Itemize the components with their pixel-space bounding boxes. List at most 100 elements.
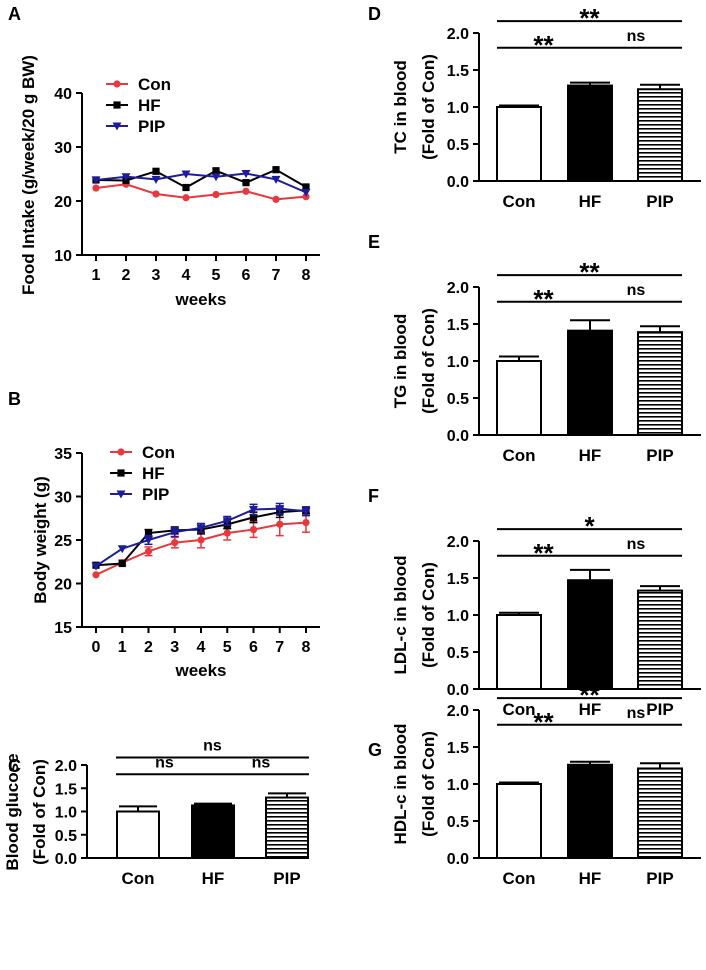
- y-axis-title: HDL-c in blood: [391, 724, 410, 845]
- panel-label: D: [368, 4, 381, 24]
- series-point: [121, 173, 131, 182]
- x-axis-title: weeks: [174, 290, 226, 309]
- series-point: [182, 183, 190, 192]
- series-point: [170, 528, 180, 537]
- x-tick-label: 6: [242, 267, 251, 284]
- y-tick-label: 0.0: [447, 851, 469, 868]
- panel-label: E: [368, 232, 380, 252]
- panel-label: A: [8, 4, 21, 24]
- y-tick-label: 1.5: [447, 317, 469, 334]
- series-pip: [91, 169, 311, 197]
- series-point: [276, 520, 284, 528]
- x-tick-label: 8: [302, 639, 311, 656]
- bar-pip: [637, 88, 683, 182]
- y-tick-label: 1.0: [55, 805, 77, 822]
- bar-pip: [265, 796, 309, 859]
- series-point: [92, 184, 100, 192]
- bar-con: [496, 614, 542, 690]
- series-point: [151, 175, 161, 184]
- chart-b: B 15 20 25 30 35 0 1 2 3 4 5 6 7 8 weeks Body weight (g)…: [8, 389, 320, 680]
- y-tick-label: 1.0: [447, 777, 469, 794]
- legend-point: [113, 101, 121, 109]
- chart-f: F 0.0 0.5 1.0 1.5 2.0 LDL-c in blood (Fold of C…: [368, 486, 701, 719]
- x-tick-label: Con: [121, 869, 154, 888]
- y-tick-label: 1.0: [447, 100, 469, 117]
- bar-con: [116, 810, 160, 859]
- legend-point: [117, 469, 125, 477]
- series-point: [181, 170, 191, 179]
- bar-hf: [567, 763, 613, 860]
- x-tick-label: HF: [579, 700, 602, 719]
- significance-label: **: [533, 707, 554, 737]
- x-tick-label: 4: [182, 267, 191, 284]
- x-tick-label: HF: [579, 869, 602, 888]
- y-axis-title: Blood glucose: [3, 753, 22, 870]
- y-tick-label: 1.5: [447, 63, 469, 80]
- bar-con: [496, 106, 542, 182]
- legend-point: [116, 490, 126, 499]
- y-axis-title: Food Intake (g/week/20 g BW): [19, 55, 38, 295]
- bar-con: [496, 360, 542, 436]
- significance-label: **: [533, 284, 554, 314]
- series-point: [212, 190, 220, 199]
- series-point: [197, 536, 205, 544]
- significance-label: ns: [627, 282, 646, 299]
- x-tick-label: PIP: [646, 700, 673, 719]
- significance-label: **: [579, 680, 600, 710]
- y-axis-title: (Fold of Con): [419, 308, 438, 414]
- legend-point: [112, 122, 122, 131]
- series-point: [144, 547, 153, 555]
- y-axis-title: LDL-c in blood: [391, 556, 410, 675]
- bar-pip: [637, 331, 683, 437]
- y-tick-label: 0.5: [447, 645, 469, 662]
- x-tick-label: 4: [197, 639, 206, 656]
- y-tick-label: 1.0: [447, 354, 469, 371]
- series-line: [95, 183, 307, 201]
- panel-label: G: [368, 740, 382, 760]
- x-tick-label: 7: [272, 267, 281, 284]
- significance-label: ns: [627, 705, 646, 722]
- y-axis-title: (Fold of Con): [30, 759, 49, 865]
- x-tick-label: 1: [92, 267, 101, 284]
- y-tick-label: 1.0: [447, 608, 469, 625]
- y-tick-label: 15: [54, 620, 72, 637]
- chart-e: E 0.0 0.5 1.0 1.5 2.0 TG in blood (Fold of Con)…: [368, 232, 701, 465]
- series-point: [302, 519, 310, 527]
- x-tick-label: PIP: [646, 192, 673, 211]
- significance-label: ns: [627, 536, 646, 553]
- y-tick-label: 30: [54, 490, 72, 507]
- y-tick-label: 1.5: [447, 740, 469, 757]
- x-tick-label: 1: [118, 639, 127, 656]
- series-point: [272, 195, 280, 203]
- series-point: [91, 176, 101, 185]
- y-tick-label: 1.5: [55, 781, 77, 798]
- x-tick-label: PIP: [273, 869, 300, 888]
- panel-label: C: [8, 756, 21, 776]
- x-tick-label: 0: [92, 639, 101, 656]
- series-point: [171, 539, 179, 547]
- series-pip: [91, 502, 311, 571]
- legend-label: Con: [142, 443, 175, 462]
- series-point: [152, 190, 160, 198]
- y-tick-label: 0.5: [447, 391, 469, 408]
- x-tick-label: PIP: [646, 446, 673, 465]
- series-point: [301, 507, 311, 516]
- y-tick-label: 1.5: [447, 571, 469, 588]
- series-point: [118, 559, 126, 568]
- x-tick-label: 5: [223, 639, 232, 656]
- y-tick-label: 2.0: [55, 758, 77, 775]
- x-tick-label: HF: [202, 869, 225, 888]
- x-tick-label: HF: [579, 192, 602, 211]
- chart-g: G 0.0 0.5 1.0 1.5 2.0 HDL-c in blood (Fold of C…: [368, 680, 701, 888]
- y-axis-title: Body weight (g): [31, 476, 50, 603]
- panel-label: B: [8, 389, 21, 409]
- series-point: [223, 529, 231, 537]
- bar-hf: [567, 329, 613, 436]
- x-tick-label: HF: [579, 446, 602, 465]
- series-point: [275, 505, 285, 514]
- series-point: [196, 524, 206, 533]
- y-tick-label: 0.5: [55, 828, 77, 845]
- x-tick-label: Con: [502, 192, 535, 211]
- significance-label: **: [579, 3, 600, 33]
